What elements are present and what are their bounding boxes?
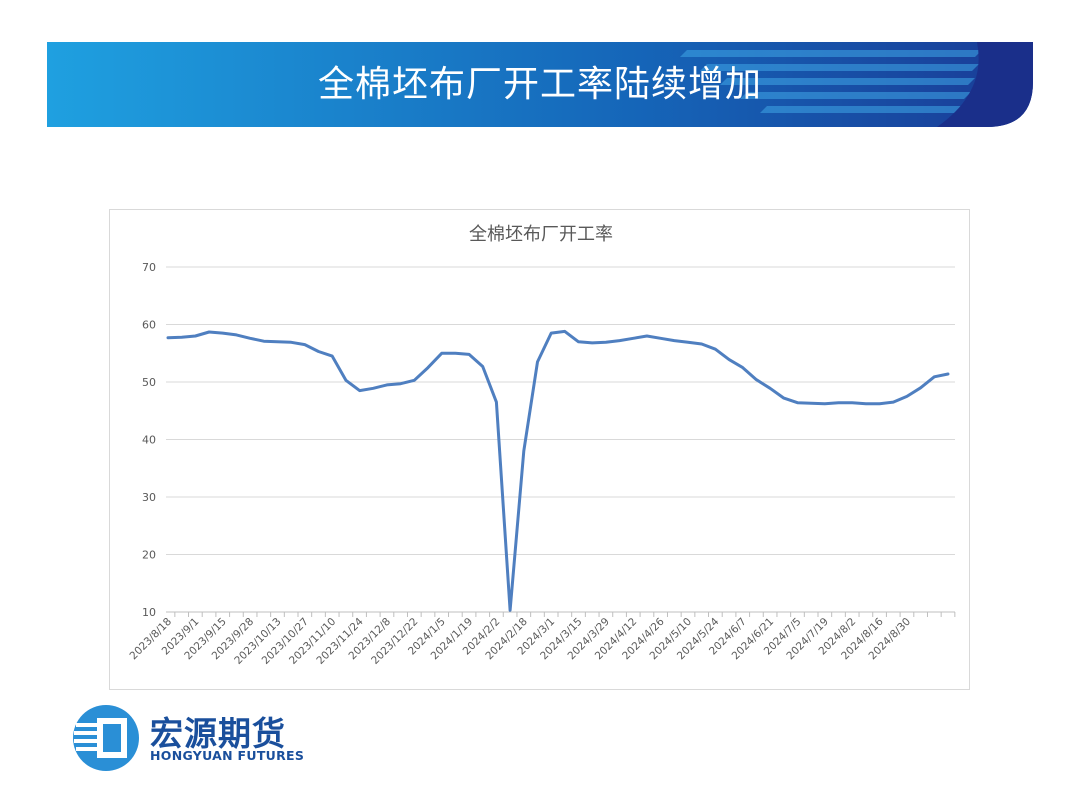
- logo-name-en: HONGYUAN FUTURES: [150, 748, 305, 763]
- y-tick-label: 20: [142, 549, 156, 562]
- series-layer: [166, 329, 950, 612]
- logo-icon: [73, 705, 139, 771]
- chart-container: 全棉坯布厂开工率 10 20 30 40 50 60 70 2023/8/18 2023/9/…: [109, 209, 970, 690]
- y-tick-label: 30: [142, 491, 156, 504]
- y-axis-ticks: 10 20 30 40 50 60 70: [142, 261, 156, 619]
- chart-title: 全棉坯布厂开工率: [469, 224, 613, 245]
- x-axis-ticks: 2023/8/182023/9/12023/9/152023/9/282023/…: [128, 612, 956, 667]
- y-tick-label: 60: [142, 319, 156, 332]
- logo-name-cn: 宏源期货: [150, 714, 286, 753]
- y-tick-label: 70: [142, 261, 156, 274]
- y-tick-label: 10: [142, 606, 156, 619]
- y-tick-label: 40: [142, 434, 156, 447]
- page-title: 全棉坯布厂开工率陆续增加: [317, 64, 762, 105]
- banner-background: [47, 42, 1033, 127]
- series-line: [166, 329, 950, 612]
- title-banner: 全棉坯布厂开工率陆续增加: [47, 42, 1033, 127]
- y-tick-label: 50: [142, 376, 156, 389]
- company-logo: 宏源期货 HONGYUAN FUTURES: [70, 703, 330, 773]
- gridlines: [166, 266, 955, 613]
- line-chart: 全棉坯布厂开工率 10 20 30 40 50 60 70 2023/8/182023/9/…: [128, 224, 956, 667]
